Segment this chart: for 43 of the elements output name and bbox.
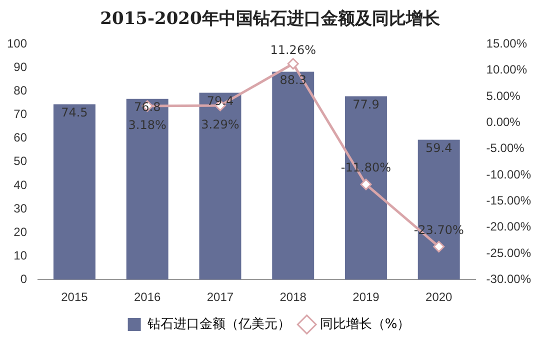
chart-title: 2015-2020年中国钻石进口金额及同比增长 xyxy=(99,8,441,31)
y2-tick-label: -20.00% xyxy=(486,220,532,234)
legend-label: 钻石进口金额（亿美元） xyxy=(146,316,290,332)
bar xyxy=(53,104,96,280)
y2-tick-label: 10.00% xyxy=(486,62,528,77)
y2-tick-label: -15.00% xyxy=(486,193,532,208)
data-label: 59.4 xyxy=(426,140,452,155)
y2-tick-label: -10.00% xyxy=(486,167,532,182)
y-tick-label: 30 xyxy=(14,201,28,216)
x-tick-label: 2015 xyxy=(61,290,88,304)
y-tick-label: 60 xyxy=(14,130,28,145)
x-tick-label: 2020 xyxy=(426,290,453,304)
x-tick-label: 2016 xyxy=(134,290,162,304)
data-label: 3.18% xyxy=(128,118,166,132)
bar xyxy=(272,72,314,280)
point xyxy=(433,240,445,252)
y-tick-label: 10 xyxy=(14,248,28,262)
point xyxy=(360,178,372,190)
y-tick-label: 50 xyxy=(14,154,28,168)
bar xyxy=(126,98,168,280)
y2-tick-label: 15.00% xyxy=(486,36,528,51)
y2-tick-label: 5.00% xyxy=(486,88,521,103)
y2-tick-label: -5.00% xyxy=(486,141,525,156)
y2-tick-label: -30.00% xyxy=(486,272,532,286)
y-tick-label: 80 xyxy=(14,84,28,98)
y-tick-label: 70 xyxy=(14,107,28,122)
y2-tick-label: -25.00% xyxy=(486,246,532,260)
data-label: 3.29% xyxy=(201,118,240,132)
data-label: 74.5 xyxy=(61,105,88,120)
y-tick-label: 20 xyxy=(14,224,28,239)
y-tick-label: 0 xyxy=(20,272,28,286)
point xyxy=(287,58,299,70)
x-tick-label: 2017 xyxy=(206,290,234,304)
y2-tick-label: 0.00% xyxy=(486,114,521,129)
data-label: 11.26% xyxy=(270,42,316,57)
data-label: 77.9 xyxy=(352,97,380,112)
y-tick-label: 40 xyxy=(14,178,28,192)
legend-label: 同比增长（%） xyxy=(320,316,410,332)
y-tick-label: 100 xyxy=(6,36,28,51)
bar xyxy=(199,92,242,280)
x-tick-label: 2018 xyxy=(280,290,307,304)
y-tick-label: 90 xyxy=(14,60,28,74)
x-tick-label: 2019 xyxy=(352,290,380,304)
